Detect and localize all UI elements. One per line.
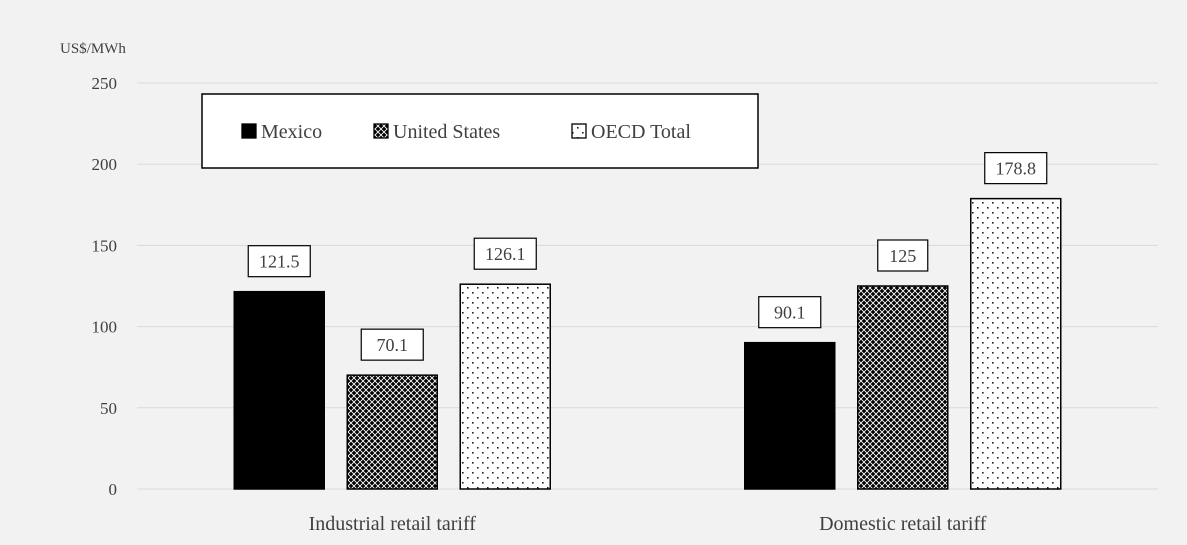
data-label-box bbox=[473, 237, 537, 270]
bar bbox=[857, 285, 949, 490]
bar bbox=[970, 197, 1062, 490]
data-label: 125 bbox=[889, 246, 916, 266]
y-axis-label: US$/MWh bbox=[60, 41, 126, 57]
bar bbox=[744, 341, 836, 490]
y-tick-label: 100 bbox=[92, 318, 118, 337]
x-tick-label: Industrial retail tariff bbox=[309, 513, 477, 535]
legend-box bbox=[201, 93, 759, 169]
y-tick-label: 200 bbox=[92, 155, 118, 174]
bar bbox=[346, 374, 438, 490]
data-label: 90.1 bbox=[774, 303, 806, 323]
bar bbox=[459, 283, 551, 490]
data-label: 121.5 bbox=[259, 252, 300, 272]
data-label-box bbox=[247, 245, 311, 278]
legend: Mexico United States OECD Total bbox=[201, 93, 759, 169]
data-label-box bbox=[360, 328, 424, 361]
y-tick-label: 250 bbox=[92, 74, 118, 93]
y-tick-label: 50 bbox=[100, 399, 117, 418]
y-tick-labels: 0 50 100 150 200 250 bbox=[92, 74, 118, 499]
data-labels: 121.5 70.1 126.1 90.1 125 178.8 bbox=[247, 152, 1048, 361]
x-tick-labels: Industrial retail tariff Domestic retail … bbox=[309, 513, 987, 535]
data-label: 126.1 bbox=[485, 244, 526, 264]
bar bbox=[233, 290, 325, 490]
legend-label: OECD Total bbox=[591, 121, 691, 143]
legend-swatch bbox=[241, 123, 257, 139]
y-tick-label: 0 bbox=[109, 480, 118, 499]
data-label: 70.1 bbox=[377, 335, 409, 355]
data-label-box bbox=[758, 296, 822, 329]
y-tick-label: 150 bbox=[92, 236, 118, 255]
legend-label: Mexico bbox=[261, 121, 322, 143]
data-label: 178.8 bbox=[996, 159, 1037, 179]
data-label-box bbox=[877, 239, 929, 272]
x-tick-label: Domestic retail tariff bbox=[819, 513, 987, 535]
legend-swatch bbox=[571, 123, 587, 139]
legend-items: Mexico United States OECD Total bbox=[241, 121, 691, 143]
data-label-box bbox=[984, 152, 1048, 185]
legend-swatch bbox=[373, 123, 389, 139]
bars bbox=[233, 197, 1062, 490]
legend-label: United States bbox=[393, 121, 500, 143]
